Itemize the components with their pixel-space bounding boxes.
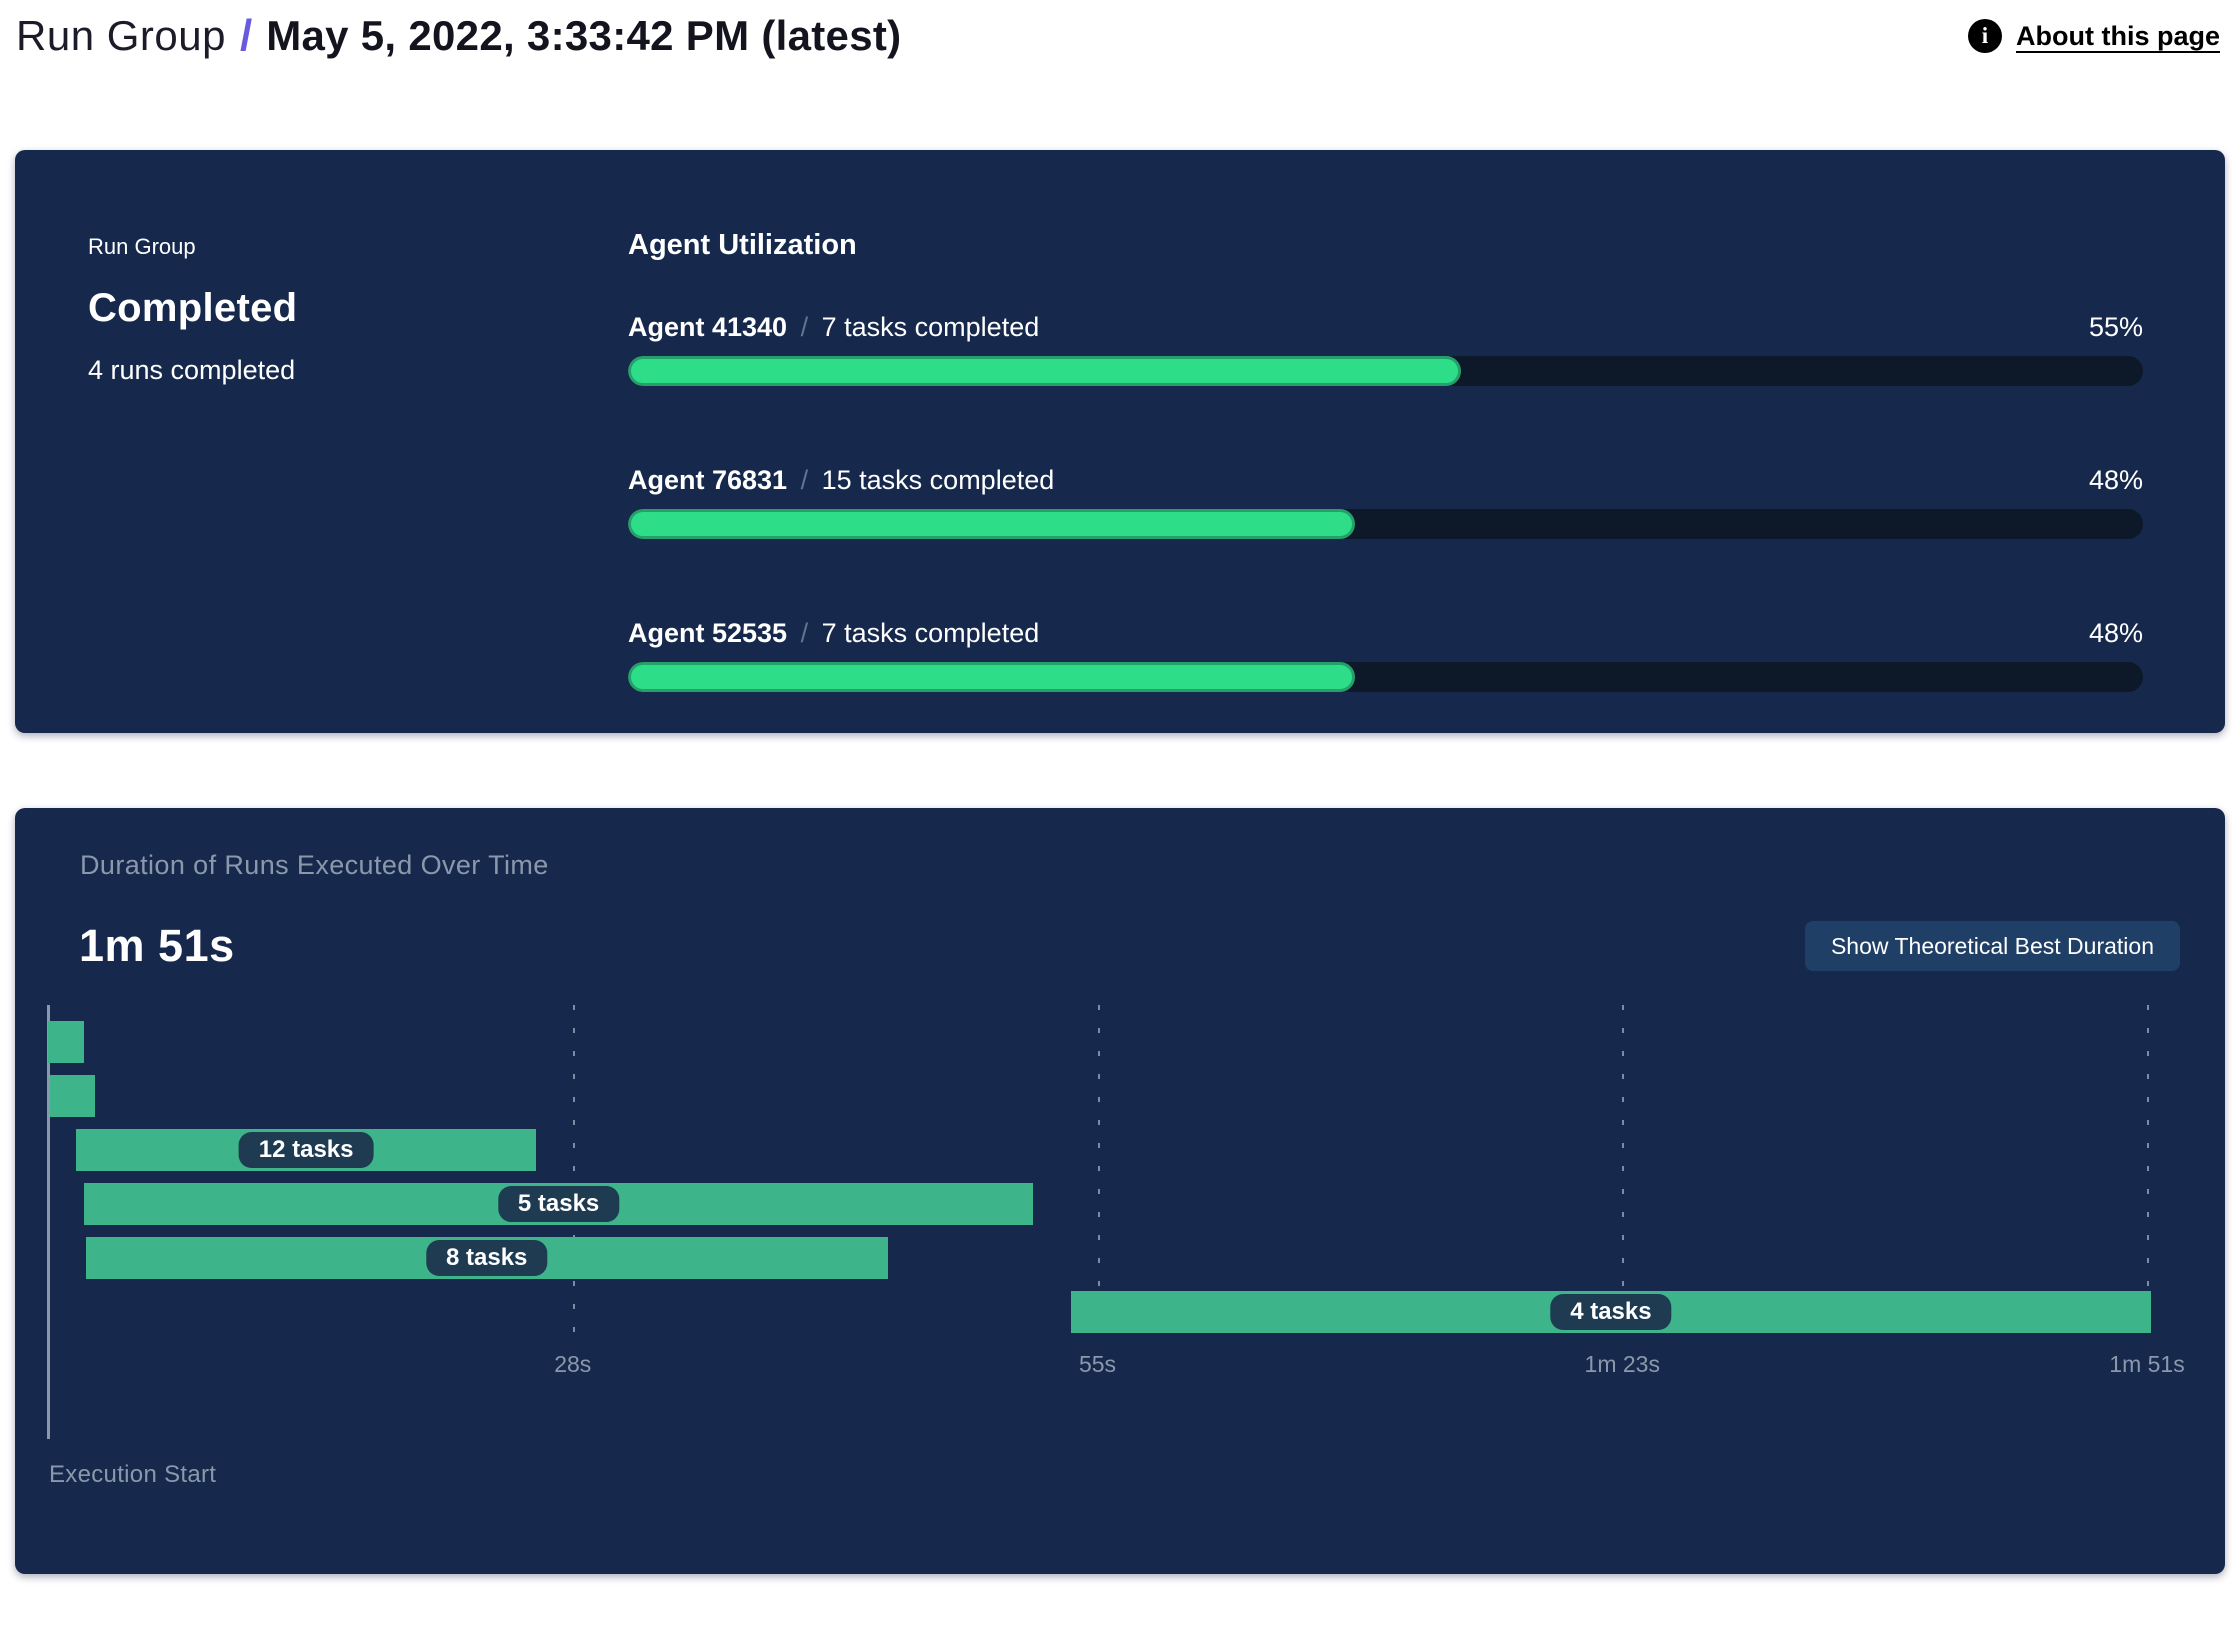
page-title: May 5, 2022, 3:33:42 PM (latest) xyxy=(266,12,902,59)
run-bar[interactable]: 8 tasks xyxy=(85,1237,888,1279)
gridline xyxy=(1097,1005,1100,1345)
run-group-summary-panel: Run Group Completed 4 runs completed Age… xyxy=(15,150,2225,733)
run-bar[interactable]: 12 tasks xyxy=(76,1129,536,1171)
utilization-progress-fill xyxy=(628,662,1356,692)
agent-tasks-completed: 7 tasks completed xyxy=(821,312,1040,342)
agent-utilization-title: Agent Utilization xyxy=(628,229,857,261)
show-theoretical-best-duration-button[interactable]: Show Theoretical Best Duration xyxy=(1804,921,2180,971)
run-task-count-badge: 5 tasks xyxy=(497,1186,620,1222)
utilization-progress-fill xyxy=(628,509,1356,539)
breadcrumb-separator: / xyxy=(239,11,253,60)
utilization-progress-fill xyxy=(628,356,1462,386)
axis-tick-label: 1m 51s xyxy=(2109,1351,2185,1377)
status-value: Completed xyxy=(88,286,298,330)
agent-utilization-row: Agent 52535 / 7 tasks completed 48% xyxy=(628,618,2143,692)
about-this-page-link[interactable]: i About this page xyxy=(1968,19,2220,53)
agent-name: Agent 41340 xyxy=(628,312,788,342)
agent-utilization-row: Agent 76831 / 15 tasks completed 48% xyxy=(628,465,2143,539)
agent-utilization-row: Agent 41340 / 7 tasks completed 55% xyxy=(628,312,2143,386)
run-group-status: Run Group Completed 4 runs completed xyxy=(88,234,297,386)
axis-tick-label: 28s xyxy=(554,1351,592,1377)
agent-utilization-section: Agent Utilization Agent 41340 / 7 tasks … xyxy=(628,229,2143,771)
utilization-progress-track xyxy=(628,356,2143,386)
page-header: Run Group / May 5, 2022, 3:33:42 PM (lat… xyxy=(16,6,2220,66)
agent-name: Agent 76831 xyxy=(628,465,788,495)
run-bar[interactable] xyxy=(49,1075,96,1117)
breadcrumb-run-group: Run Group xyxy=(16,12,226,59)
total-duration-value: 1m 51s xyxy=(79,920,235,971)
duration-chart-panel: Duration of Runs Executed Over Time 1m 5… xyxy=(15,808,2225,1574)
agent-utilization-percent: 48% xyxy=(2088,618,2143,648)
breadcrumb: Run Group / May 5, 2022, 3:33:42 PM (lat… xyxy=(16,11,901,61)
run-bar[interactable]: 4 tasks xyxy=(1071,1291,2151,1333)
run-task-count-badge: 8 tasks xyxy=(426,1240,548,1276)
agent-name: Agent 52535 xyxy=(628,618,788,648)
run-bar[interactable]: 5 tasks xyxy=(83,1183,1034,1225)
utilization-progress-track xyxy=(628,662,2143,692)
run-bar[interactable] xyxy=(48,1021,84,1063)
gridline xyxy=(572,1005,575,1345)
agent-label: Agent 41340 / 7 tasks completed xyxy=(628,312,1039,343)
execution-start-label: Execution Start xyxy=(49,1461,217,1488)
agent-label-separator: / xyxy=(800,465,809,495)
agent-tasks-completed: 15 tasks completed xyxy=(821,465,1055,495)
gantt-chart: Execution Start 28s 55s 1m 23s 1m 51s 12 tas… xyxy=(15,808,2225,1574)
agent-utilization-percent: 48% xyxy=(2088,465,2143,495)
agent-tasks-completed: 7 tasks completed xyxy=(821,618,1040,648)
axis-tick-label: 1m 23s xyxy=(1584,1351,1660,1377)
agent-utilization-percent: 55% xyxy=(2088,312,2143,342)
utilization-progress-track xyxy=(628,509,2143,539)
agent-label-separator: / xyxy=(800,618,809,648)
gridline xyxy=(1622,1005,1625,1345)
run-group-label: Run Group xyxy=(88,234,196,259)
run-task-count-badge: 4 tasks xyxy=(1550,1294,1672,1330)
gridline xyxy=(2147,1005,2149,1345)
about-this-page-label[interactable]: About this page xyxy=(2016,20,2220,51)
runs-completed-count: 4 runs completed xyxy=(88,355,296,385)
agent-label-separator: / xyxy=(800,312,809,342)
duration-chart-title: Duration of Runs Executed Over Time xyxy=(80,850,549,880)
axis-tick-label: 55s xyxy=(1078,1351,1117,1377)
execution-start-axis-line xyxy=(47,1005,50,1439)
run-task-count-badge: 12 tasks xyxy=(238,1132,374,1168)
info-icon[interactable]: i xyxy=(1968,19,2002,53)
agent-label: Agent 52535 / 7 tasks completed xyxy=(628,618,1039,649)
agent-label: Agent 76831 / 15 tasks completed xyxy=(628,465,1054,496)
